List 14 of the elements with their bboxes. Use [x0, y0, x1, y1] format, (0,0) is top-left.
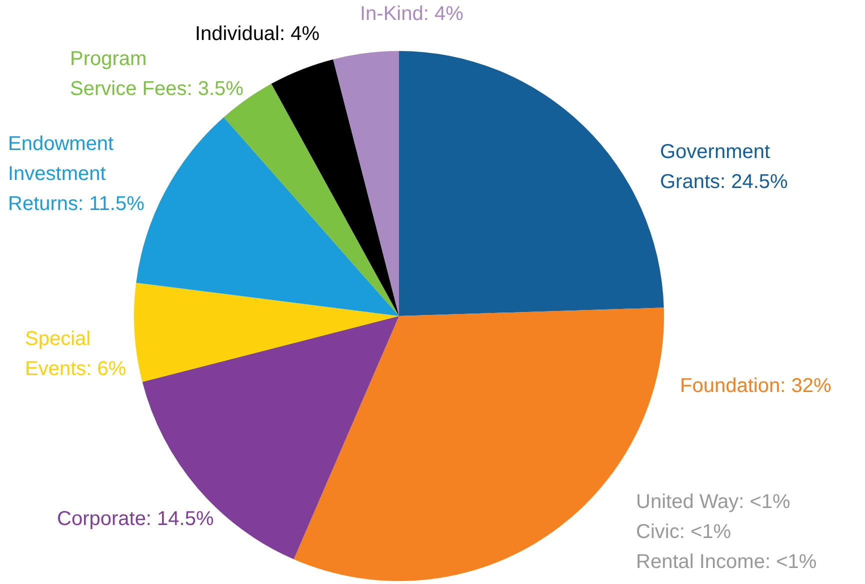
slice-label: Foundation: 32%	[680, 375, 832, 397]
pie-slice	[271, 59, 399, 316]
text: Civic: <1%	[636, 521, 732, 543]
slice-label: Government Grants: 24.5%	[660, 141, 788, 193]
slice-label: Special Events: 6%	[25, 328, 126, 380]
pie-slice	[333, 51, 399, 316]
slice-label: Individual: 4%	[195, 23, 320, 45]
pie-slice	[134, 282, 399, 382]
text: Rental Income: <1%	[636, 551, 817, 573]
slice-label: Corporate: 14.5%	[57, 508, 214, 530]
text: United Way: <1%	[636, 491, 791, 513]
slice-label: In-Kind: 4%	[360, 3, 464, 25]
slice-label: Program Service Fees: 3.5%	[70, 48, 244, 100]
slice-label: Endowment Investment Returns: 11.5%	[8, 133, 145, 215]
